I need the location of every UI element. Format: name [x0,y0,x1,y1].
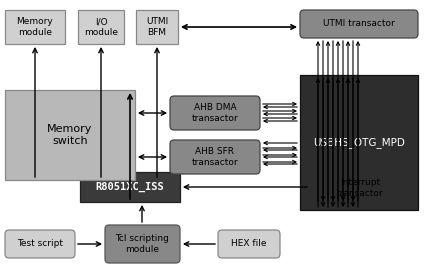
FancyBboxPatch shape [300,10,418,38]
Text: HEX file: HEX file [231,239,267,249]
Text: USBHS_OTG_MPD: USBHS_OTG_MPD [313,137,405,148]
Bar [5,90,135,180]
Bar [136,10,178,44]
FancyBboxPatch shape [5,230,75,258]
FancyBboxPatch shape [105,225,180,263]
Text: Memory
module: Memory module [17,17,54,37]
Text: I/O
module: I/O module [84,17,118,37]
Text: Memory
switch: Memory switch [47,124,93,146]
Text: AHB SFR
transactor: AHB SFR transactor [192,147,238,167]
Bar [78,10,124,44]
Text: Tcl scripting
module: Tcl scripting module [116,234,170,254]
Text: UTMI
BFM: UTMI BFM [146,17,168,37]
Text: UTMI transactor: UTMI transactor [323,19,395,28]
Text: AHB DMA
transactor: AHB DMA transactor [192,103,238,123]
FancyBboxPatch shape [310,172,410,204]
Bar [5,10,65,44]
FancyBboxPatch shape [218,230,280,258]
Bar [300,75,418,210]
FancyBboxPatch shape [170,96,260,130]
Text: R8051XC_ISS: R8051XC_ISS [96,182,164,192]
FancyBboxPatch shape [170,140,260,174]
Bar [80,172,180,202]
Text: Test script: Test script [17,239,63,249]
Text: Interrupt
transactor: Interrupt transactor [337,178,383,198]
